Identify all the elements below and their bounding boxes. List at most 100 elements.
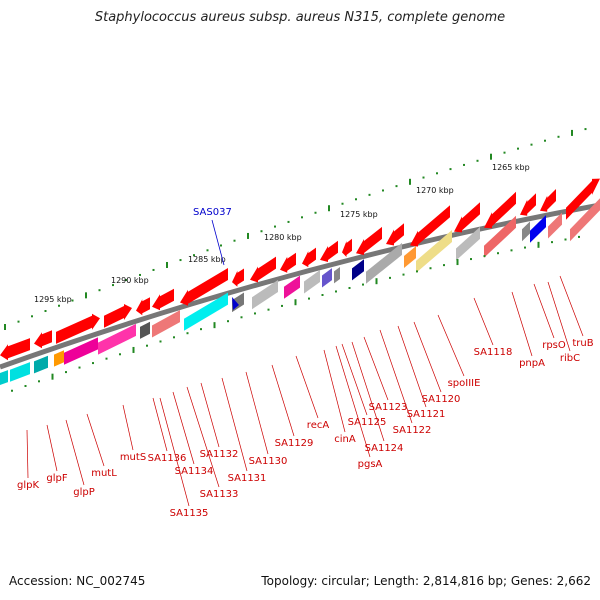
scale-tick-minor (395, 185, 398, 188)
category-bar (98, 323, 136, 355)
scale-tick-minor (98, 289, 101, 292)
scale-tick-minor (301, 216, 303, 219)
gene-arrow[interactable] (104, 304, 132, 328)
gene-label-pgsA[interactable]: pgsA (358, 459, 383, 470)
scale-tick-minor (544, 139, 546, 142)
gene-arrow[interactable] (386, 223, 404, 246)
gene-label-mutL[interactable]: mutL (91, 468, 117, 479)
gene-label-SA1124[interactable]: SA1124 (365, 443, 404, 454)
gene-label-recA[interactable]: recA (307, 420, 330, 431)
label-leader (186, 386, 220, 488)
gene-arrow[interactable] (250, 256, 276, 283)
scale-tick-minor (341, 202, 344, 205)
scale-tick-minor (206, 249, 209, 252)
lower-tick-minor (119, 353, 121, 356)
gene-label-glpP[interactable]: glpP (73, 487, 95, 498)
label-leader (341, 343, 368, 416)
gene-label-SA1131[interactable]: SA1131 (228, 473, 267, 484)
lower-tick-minor (510, 249, 513, 252)
gene-label-SA1125[interactable]: SA1125 (348, 417, 387, 428)
gene-arrow[interactable] (302, 247, 316, 268)
lower-tick-minor (173, 336, 175, 339)
label-leader (351, 341, 385, 442)
label-leader (172, 391, 195, 465)
gene-label-SA1118[interactable]: SA1118 (474, 347, 513, 358)
label-leader (559, 275, 584, 337)
gene-arrow[interactable] (280, 252, 296, 273)
scale-tick-minor (179, 259, 182, 262)
category-bar (0, 370, 8, 385)
map-title: Staphylococcus aureus subsp. aureus N315… (94, 10, 506, 25)
gene-label-SA1135[interactable]: SA1135 (170, 508, 209, 519)
scale-tick-minor (44, 310, 47, 313)
marker-arrow-icon[interactable] (232, 297, 239, 310)
gene-label-SA1122[interactable]: SA1122 (393, 425, 432, 436)
gene-arrow[interactable] (356, 226, 382, 255)
scale-tick-minor (58, 304, 60, 307)
gene-label-truB[interactable]: truB (572, 338, 593, 349)
lower-tick-minor (362, 283, 364, 286)
category-bar (184, 292, 228, 331)
lower-ticks (11, 235, 580, 392)
lower-tick-minor (497, 252, 499, 255)
lower-tick-minor (24, 384, 27, 387)
scale-tick-minor (31, 315, 33, 318)
lower-tick-major (132, 346, 135, 353)
lower-tick-minor (429, 267, 432, 270)
gene-label-cinA[interactable]: cinA (334, 434, 356, 445)
gene-label-SA1123[interactable]: SA1123 (369, 402, 408, 413)
lower-tick-minor (443, 264, 445, 267)
gene-arrow[interactable] (410, 205, 450, 247)
lower-tick-minor (267, 308, 270, 311)
gene-label-SA1120[interactable]: SA1120 (422, 394, 461, 405)
gene-label-SA1129[interactable]: SA1129 (275, 438, 314, 449)
scale-tick-minor (112, 284, 114, 287)
scale-tick-minor (287, 220, 290, 223)
scale-label: 1275 kbp (340, 210, 378, 219)
gene-arrow[interactable] (566, 178, 600, 220)
gene-arrow[interactable] (342, 238, 352, 257)
scale-label: 1295 kbp (34, 295, 72, 304)
gene-label-SA1136[interactable]: SA1136 (148, 453, 187, 464)
scale-tick-minor (368, 193, 371, 196)
scale-tick-major (328, 205, 330, 212)
gene-label-SA1133[interactable]: SA1133 (200, 489, 239, 500)
gene-arrow[interactable] (180, 268, 228, 306)
gene-arrow[interactable] (320, 240, 338, 262)
gene-arrow[interactable] (152, 288, 174, 311)
gene-label-glpK[interactable]: glpK (17, 480, 39, 491)
gene-label-SA1132[interactable]: SA1132 (200, 449, 239, 460)
gene-arrow[interactable] (454, 202, 480, 233)
gene-arrow[interactable] (0, 338, 30, 361)
gene-arrow[interactable] (540, 189, 556, 212)
category-bar (334, 267, 340, 284)
label-leader (397, 325, 427, 408)
gene-arrow[interactable] (520, 193, 536, 216)
gene-label-mutS[interactable]: mutS (120, 452, 146, 463)
cog-bars (0, 198, 600, 385)
gene-label-spoIIIE[interactable]: spoIIIE (448, 378, 481, 389)
lower-tick-minor (38, 380, 40, 383)
gene-label-SA1130[interactable]: SA1130 (249, 456, 288, 467)
category-bar (322, 268, 332, 288)
label-leader (533, 283, 555, 339)
gene-label-rpsO[interactable]: rpsO (542, 340, 566, 351)
gene-label-pnpA[interactable]: pnpA (519, 358, 545, 369)
gene-arrow[interactable] (56, 313, 100, 344)
summary-text: Topology: circular; Length: 2,814,816 bp… (261, 574, 591, 588)
gene-arrow[interactable] (232, 268, 244, 287)
gene-arrow[interactable] (136, 297, 150, 316)
gene-label-ribC[interactable]: ribC (560, 353, 580, 364)
gene-label-SA1121[interactable]: SA1121 (407, 409, 446, 420)
label-leader (323, 349, 346, 433)
gene-arrow[interactable] (484, 191, 516, 229)
lower-tick-minor (402, 273, 405, 276)
gene-label-glpF[interactable]: glpF (46, 473, 67, 484)
marker-label[interactable]: SAS037 (193, 207, 232, 218)
label-leader (473, 297, 494, 346)
gene-label-SA1134[interactable]: SA1134 (175, 466, 214, 477)
scale-label: 1290 kbp (111, 276, 149, 285)
scale-tick-major (4, 324, 6, 331)
scale-label: 1265 kbp (492, 163, 530, 172)
gene-arrow[interactable] (34, 330, 52, 349)
